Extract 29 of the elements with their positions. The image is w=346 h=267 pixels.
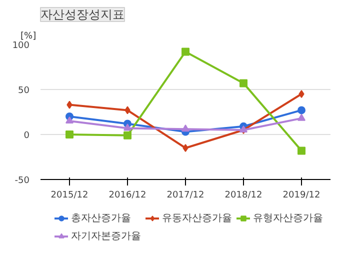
point (182, 124, 190, 132)
legend-label: 유동자산증가율 (162, 212, 232, 225)
point (124, 124, 132, 131)
point (298, 90, 304, 98)
point (182, 144, 188, 152)
point (240, 79, 248, 88)
x-tick-label: 2019/12 (282, 190, 320, 200)
chart-title: 자산성장성지표 (40, 8, 124, 22)
x-tick-label: 2018/12 (224, 190, 262, 200)
point (124, 106, 130, 114)
legend-label: 자기자본증가율 (71, 230, 141, 243)
y-axis-title: [%] (20, 32, 36, 42)
y-tick-label: 0 (24, 131, 30, 141)
point (298, 114, 306, 121)
x-tick-label: 2015/12 (50, 190, 88, 200)
x-tick-label: 2017/12 (166, 190, 204, 200)
point (182, 48, 190, 56)
point (66, 116, 74, 124)
y-tick-label: 100 (12, 41, 30, 51)
x-tick-label: 2016/12 (108, 190, 146, 200)
point (66, 100, 72, 109)
legend-label: 총자산증가율 (71, 212, 131, 225)
point (298, 146, 306, 155)
legend-label: 유형자산증가율 (253, 212, 323, 225)
point (66, 130, 74, 138)
point (124, 131, 132, 140)
y-tick-label: 50 (18, 86, 30, 96)
y-tick-label: -50 (14, 176, 30, 186)
point (298, 106, 306, 114)
